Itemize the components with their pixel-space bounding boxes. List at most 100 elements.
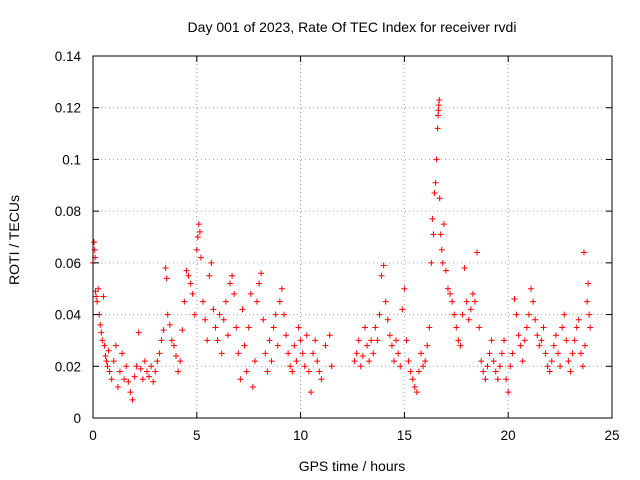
data-point (106, 368, 113, 375)
data-point (532, 316, 539, 323)
data-point (353, 350, 360, 357)
data-point (399, 306, 406, 313)
data-point (507, 363, 514, 370)
data-point (484, 363, 491, 370)
data-point (530, 298, 537, 305)
data-point (550, 342, 557, 349)
data-point (260, 316, 267, 323)
data-point (409, 376, 416, 383)
data-point (139, 376, 146, 383)
data-point (127, 389, 134, 396)
data-point (310, 350, 317, 357)
x-tick-label: 5 (193, 428, 201, 443)
data-point (378, 272, 385, 279)
data-point (297, 337, 304, 344)
data-point (206, 272, 213, 279)
data-point (376, 311, 383, 318)
data-point (229, 272, 236, 279)
data-point (509, 350, 516, 357)
data-points (90, 96, 594, 403)
data-point (565, 358, 572, 365)
y-tick-label: 0.08 (55, 204, 81, 219)
data-point (440, 221, 447, 228)
data-point (285, 350, 292, 357)
data-point (436, 195, 443, 202)
data-point (370, 350, 377, 357)
data-point (239, 306, 246, 313)
data-point (328, 363, 335, 370)
data-point (528, 285, 535, 292)
data-point (386, 332, 393, 339)
data-point (303, 332, 310, 339)
data-point (444, 285, 451, 292)
data-point (160, 327, 167, 334)
y-tick-label: 0 (73, 411, 81, 426)
data-point (428, 259, 435, 266)
data-point (99, 337, 106, 344)
data-point (104, 363, 111, 370)
data-point (563, 337, 570, 344)
data-point (291, 342, 298, 349)
data-point (148, 363, 155, 370)
data-point (191, 311, 198, 318)
data-point (154, 358, 161, 365)
data-point (270, 324, 277, 331)
data-point (426, 324, 433, 331)
data-point (546, 368, 553, 375)
data-point (471, 298, 478, 305)
data-point (299, 350, 306, 357)
data-point (181, 298, 188, 305)
data-point (251, 358, 258, 365)
data-point (189, 290, 196, 297)
data-point (173, 352, 180, 359)
data-point (429, 215, 436, 222)
data-point (403, 337, 410, 344)
data-point (449, 298, 456, 305)
y-tick-label: 0.02 (55, 359, 81, 374)
data-point (430, 231, 437, 238)
data-point (116, 368, 123, 375)
y-axis-label: ROTI / TECUs (6, 195, 22, 285)
data-point (231, 290, 238, 297)
data-point (431, 190, 438, 197)
data-point (264, 368, 271, 375)
data-point (424, 342, 431, 349)
x-tick-label: 20 (501, 428, 516, 443)
data-point (245, 324, 252, 331)
data-point (534, 332, 541, 339)
data-point (119, 350, 126, 357)
data-point (98, 329, 105, 336)
data-point (436, 96, 443, 103)
data-point (210, 306, 217, 313)
data-point (150, 378, 157, 385)
data-point (548, 358, 555, 365)
data-point (135, 329, 142, 336)
data-point (525, 311, 532, 318)
data-point (478, 358, 485, 365)
data-point (494, 376, 501, 383)
data-point (164, 311, 171, 318)
data-point (101, 342, 108, 349)
data-point (469, 290, 476, 297)
data-point (112, 342, 119, 349)
data-point (511, 296, 518, 303)
data-point (97, 321, 104, 328)
data-point (585, 280, 592, 287)
plot-frame (92, 55, 613, 419)
data-point (433, 156, 440, 163)
data-point (114, 383, 121, 390)
data-point (224, 332, 231, 339)
data-point (280, 311, 287, 318)
data-point (519, 358, 526, 365)
data-point (521, 337, 528, 344)
data-point (258, 270, 265, 277)
data-point (503, 376, 510, 383)
data-point (326, 332, 333, 339)
data-point (254, 298, 261, 305)
data-point (222, 298, 229, 305)
data-point (438, 246, 445, 253)
data-point (187, 280, 194, 287)
data-point (93, 293, 100, 300)
data-point (451, 311, 458, 318)
data-point (227, 280, 234, 287)
